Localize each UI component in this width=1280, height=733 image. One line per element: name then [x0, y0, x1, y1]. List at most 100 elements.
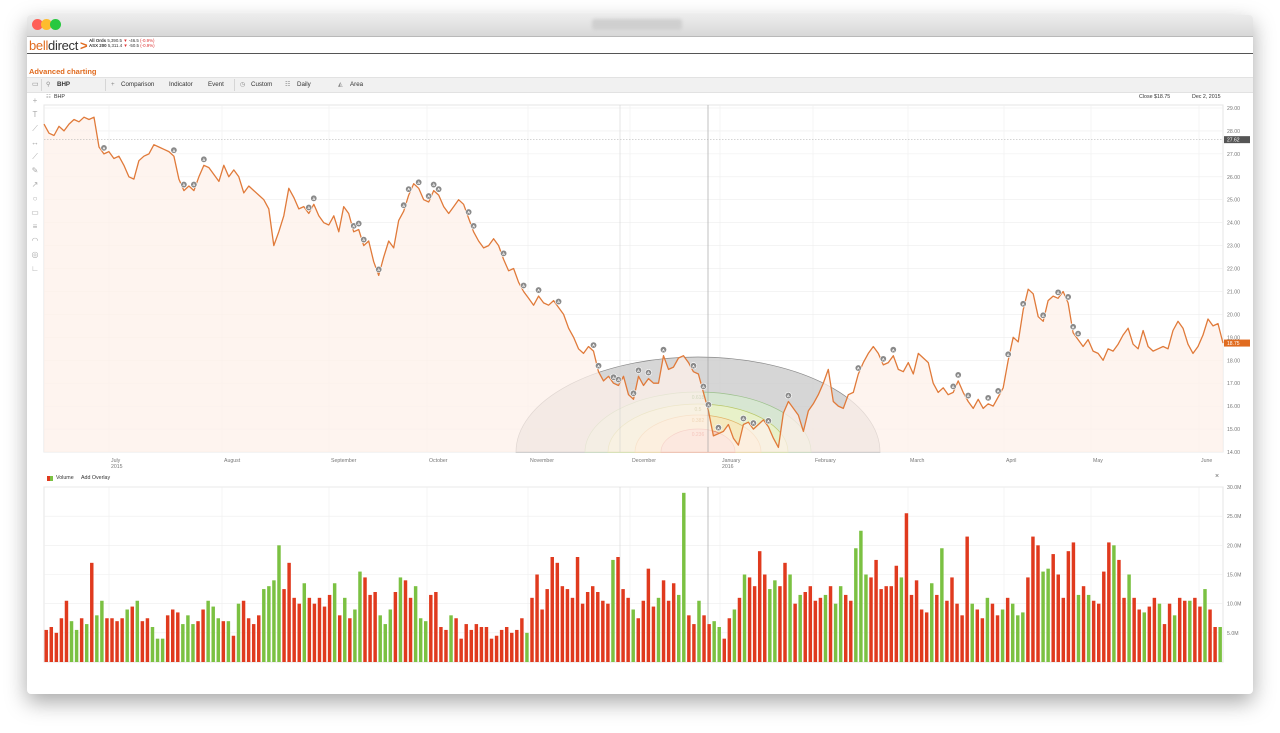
event-marker [854, 364, 862, 372]
volume-bar [327, 594, 332, 662]
crosshair-value-label: 27.62 [1227, 138, 1240, 144]
volume-chart[interactable]: 30.0M 25.0M 20.0M 15.0M 10.0M 5.0M [27, 484, 1253, 664]
event-marker-glyph: A [742, 416, 745, 421]
volume-bar [125, 609, 129, 662]
volume-bar [585, 592, 590, 662]
measure-tool-icon[interactable]: ∟ [31, 264, 39, 273]
volume-bar [479, 627, 484, 662]
ray-icon[interactable]: ⟋ [32, 152, 38, 161]
volume-bar [778, 586, 782, 662]
y-tick-label: 22.00 [1227, 267, 1240, 273]
y-tick-label: 14.00 [1227, 450, 1240, 456]
volume-bar [504, 627, 509, 662]
event-marker-glyph: A [717, 425, 720, 430]
event-marker-glyph: A [103, 145, 106, 150]
volume-bar [403, 580, 408, 662]
volume-bar [838, 586, 843, 662]
indicator-button[interactable]: Indicator [169, 81, 193, 88]
comparison-button[interactable]: Comparison [121, 81, 155, 88]
x-tick-label: November [530, 458, 554, 464]
event-marker [1054, 288, 1062, 296]
volume-bar [1107, 542, 1111, 662]
panel-toggle-icon[interactable]: ▭ [32, 81, 39, 88]
volume-bar [59, 618, 64, 662]
volume-y-tick-label: 10.0M [1227, 602, 1241, 608]
belldirect-logo[interactable]: belldirect > [29, 38, 88, 53]
event-marker-glyph: A [637, 368, 640, 373]
volume-y-tick-label: 25.0M [1227, 514, 1241, 520]
volume-bar [1183, 600, 1187, 662]
close-window-button[interactable] [32, 19, 43, 30]
price-chart[interactable]: 29.00 28.00 27.00 26.00 25.00 24.00 23.00 22.00… [27, 103, 1253, 473]
volume-bar [257, 615, 261, 662]
arrow-line-icon[interactable]: ↗ [31, 180, 39, 189]
channel-tool-icon[interactable]: ≡ [32, 222, 38, 231]
volume-bar [1091, 600, 1096, 662]
volume-bar [216, 618, 220, 662]
volume-bar [201, 609, 205, 662]
volume-bar [1157, 603, 1162, 662]
address-bar[interactable] [592, 19, 682, 30]
y-tick-label: 17.00 [1227, 381, 1240, 387]
event-marker [595, 362, 603, 370]
volume-bar [292, 597, 296, 662]
maximize-window-button[interactable] [50, 19, 61, 30]
event-marker [555, 298, 563, 306]
chart-type-button[interactable]: Area [350, 81, 364, 88]
volume-bar [798, 594, 802, 662]
volume-bar [343, 597, 347, 662]
volume-bar [1167, 603, 1172, 662]
volume-bar [100, 600, 104, 662]
volume-bar [894, 565, 899, 662]
volume-bar [155, 638, 160, 662]
y-tick-label: 25.00 [1227, 198, 1240, 204]
close-volume-panel-icon[interactable]: × [1215, 473, 1220, 480]
volume-bar [1132, 597, 1136, 662]
x-tick-label: October [429, 458, 448, 464]
event-marker-glyph: A [787, 393, 790, 398]
volume-bar [1021, 612, 1025, 662]
event-marker [200, 155, 208, 163]
event-marker-glyph: A [1042, 313, 1045, 318]
volume-bar [95, 615, 99, 662]
volume-bar [226, 621, 231, 662]
event-marker-glyph: A [192, 182, 195, 187]
horizontal-line-icon[interactable]: ↔ [31, 138, 39, 147]
volume-bar [196, 621, 200, 662]
crosshair-value-badge [1224, 136, 1250, 144]
volume-bar [1162, 624, 1167, 662]
volume-bar [378, 615, 382, 662]
event-marker-glyph: A [1057, 290, 1060, 295]
volume-bar [717, 627, 721, 662]
volume-bar [1016, 615, 1020, 662]
text-tool-icon[interactable]: T [32, 110, 38, 119]
event-marker [1039, 311, 1047, 319]
series-label[interactable]: BHP [54, 94, 65, 100]
minimize-window-button[interactable] [41, 19, 52, 30]
volume-bar [520, 618, 524, 662]
volume-bar [494, 635, 499, 662]
volume-bar [1071, 542, 1076, 662]
add-overlay-button[interactable]: Add Overlay [81, 475, 111, 481]
volume-bar [995, 615, 1000, 662]
volume-bar [1172, 615, 1177, 662]
circle-tool-icon[interactable]: ○ [32, 194, 38, 203]
arc-tool-icon[interactable]: ◠ [31, 236, 39, 245]
drawing-tools-rail: + T ⟋ ↔ ⟋ ✎ ↗ ○ ▭ ≡ ◠ ◎ ∟ [27, 92, 42, 282]
volume-bar [1177, 597, 1182, 662]
volume-bar [722, 638, 727, 662]
daily-interval-button[interactable]: Daily [297, 81, 311, 88]
event-button[interactable]: Event [208, 81, 224, 88]
volume-bar [687, 615, 691, 662]
volume-bar [145, 618, 150, 662]
pen-icon[interactable]: ✎ [31, 166, 39, 175]
custom-range-button[interactable]: Custom [251, 81, 273, 88]
volume-bar [1122, 597, 1126, 662]
symbol-input[interactable]: BHP [57, 81, 71, 88]
fib-fan-icon[interactable]: ◎ [31, 250, 39, 259]
crosshair-icon[interactable]: + [32, 96, 38, 105]
event-marker [714, 424, 722, 432]
trendline-icon[interactable]: ⟋ [32, 124, 38, 133]
rectangle-tool-icon[interactable]: ▭ [31, 208, 39, 217]
clock-icon: ◷ [240, 81, 246, 88]
